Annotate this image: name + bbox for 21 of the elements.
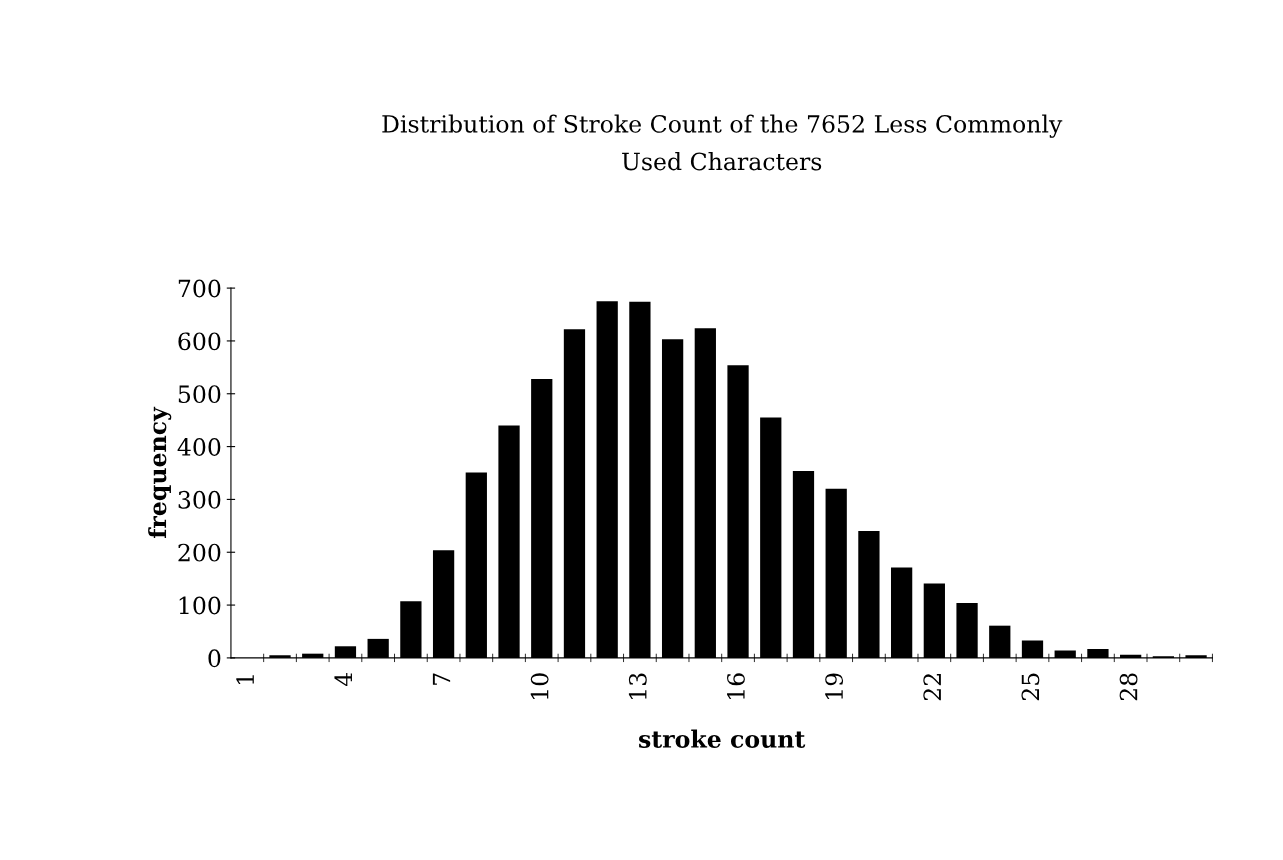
x-tick-label: 1 xyxy=(236,675,254,684)
x-tick-label: 10 xyxy=(530,673,549,699)
x-tick-label: 22 xyxy=(923,674,941,701)
x-tick-label: 19 xyxy=(825,673,844,699)
y-tick-label: 200 xyxy=(178,543,221,562)
y-tick-label: 600 xyxy=(178,332,221,351)
y-tick-label: 400 xyxy=(177,438,221,456)
chart-title: Distribution of Stroke Count of the 7652 Less Commonly Used Characters xyxy=(382,114,1063,171)
y-tick-label: 0 xyxy=(208,649,221,668)
x-axis-title: stroke count xyxy=(639,729,806,748)
x-tick-label: 13 xyxy=(628,673,647,699)
x-tick-label: 7 xyxy=(432,673,451,685)
x-tick-label: 16 xyxy=(727,673,745,699)
y-tick-label: 100 xyxy=(179,596,221,615)
y-axis-title: frequency xyxy=(148,406,172,539)
x-tick-label: 4 xyxy=(334,672,352,687)
x-tick-label: 25 xyxy=(1021,673,1040,701)
y-tick-label: 300 xyxy=(178,490,221,509)
y-tick-label: 700 xyxy=(178,279,221,298)
x-tick-label: 28 xyxy=(1119,673,1138,701)
y-tick-label: 500 xyxy=(178,385,221,404)
